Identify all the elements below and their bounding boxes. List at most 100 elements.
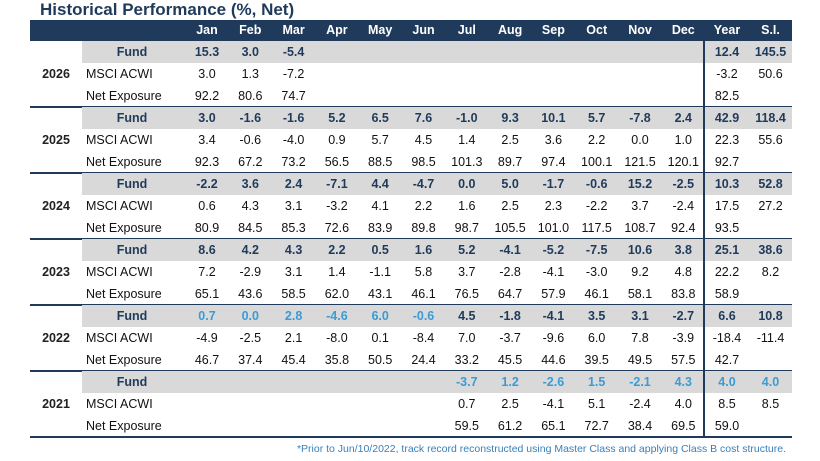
cell: 3.7 bbox=[458, 265, 476, 279]
cell: 1.2 bbox=[501, 375, 519, 389]
row-shade bbox=[82, 107, 792, 129]
cell: 3.5 bbox=[587, 309, 606, 323]
cell: 98.5 bbox=[411, 155, 436, 169]
cell: 6.0 bbox=[371, 309, 389, 323]
cell: 3.0 bbox=[198, 67, 216, 81]
cell: 1.0 bbox=[674, 133, 692, 147]
cell: -1.1 bbox=[369, 265, 391, 279]
cell: 83.9 bbox=[368, 221, 393, 235]
cell: 89.8 bbox=[411, 221, 436, 235]
cell: 93.5 bbox=[714, 221, 740, 235]
row-label: MSCI ACWI bbox=[86, 397, 153, 411]
cell: 38.4 bbox=[627, 419, 653, 433]
cell: -3.2 bbox=[716, 67, 738, 81]
cell: 4.0 bbox=[674, 397, 692, 411]
cell: 80.9 bbox=[194, 221, 220, 235]
cell: 50.6 bbox=[758, 67, 783, 81]
cell: 145.5 bbox=[754, 45, 787, 59]
cell: 37.4 bbox=[238, 353, 263, 367]
column-header: Jun bbox=[412, 23, 435, 37]
cell: 59.0 bbox=[714, 419, 740, 433]
row-shade bbox=[82, 41, 792, 63]
column-header: May bbox=[368, 23, 393, 37]
cell: 121.5 bbox=[624, 155, 656, 169]
row-label: Net Exposure bbox=[86, 353, 162, 367]
footnote: *Prior to Jun/10/2022, track record reco… bbox=[296, 443, 786, 455]
cell: -1.6 bbox=[239, 111, 262, 125]
cell: 58.5 bbox=[281, 287, 306, 301]
cell: 0.9 bbox=[328, 133, 346, 147]
column-header: Nov bbox=[628, 23, 652, 37]
column-header: Dec bbox=[671, 23, 695, 37]
cell: 69.5 bbox=[671, 419, 696, 433]
cell: 0.6 bbox=[198, 199, 216, 213]
cell: 42.7 bbox=[714, 353, 740, 367]
cell: 74.7 bbox=[281, 89, 306, 103]
cell: 0.7 bbox=[458, 397, 476, 411]
cell: 3.6 bbox=[544, 133, 563, 147]
cell: 101.0 bbox=[537, 221, 570, 235]
cell: 3.4 bbox=[198, 133, 216, 147]
cell: 50.5 bbox=[368, 353, 393, 367]
cell: 5.0 bbox=[501, 177, 519, 191]
row-label: Net Exposure bbox=[86, 89, 162, 103]
cell: -8.4 bbox=[412, 331, 435, 345]
year-label: 2022 bbox=[42, 331, 70, 345]
column-header: Jan bbox=[196, 23, 218, 37]
cell: 3.0 bbox=[198, 111, 216, 125]
cell: -4.6 bbox=[326, 309, 348, 323]
cell: 46.1 bbox=[584, 287, 609, 301]
cell: 2.8 bbox=[284, 309, 303, 323]
cell: 3.1 bbox=[284, 265, 303, 279]
column-header: Aug bbox=[497, 23, 523, 37]
cell: -5.4 bbox=[282, 45, 305, 59]
cell: 43.6 bbox=[238, 287, 263, 301]
cell: 4.3 bbox=[284, 243, 303, 257]
row-shade bbox=[82, 305, 792, 327]
cell: 6.5 bbox=[371, 111, 389, 125]
cell: 3.1 bbox=[631, 309, 649, 323]
cell: -1.8 bbox=[499, 309, 521, 323]
cell: 27.2 bbox=[758, 199, 783, 213]
cell: 4.3 bbox=[241, 199, 259, 213]
cell: 42.9 bbox=[714, 111, 740, 125]
cell: 12.4 bbox=[714, 45, 740, 59]
column-header: Feb bbox=[239, 23, 262, 37]
cell: -2.8 bbox=[499, 265, 521, 279]
cell: 2.5 bbox=[501, 397, 519, 411]
cell: 2.5 bbox=[501, 199, 519, 213]
row-label: Net Exposure bbox=[86, 221, 162, 235]
column-header: Year bbox=[713, 23, 741, 37]
row-shade bbox=[82, 371, 792, 393]
cell: -3.7 bbox=[499, 331, 521, 345]
cell: 10.1 bbox=[541, 111, 566, 125]
cell: -7.2 bbox=[282, 67, 305, 81]
cell: 1.6 bbox=[458, 199, 476, 213]
cell: 1.3 bbox=[241, 67, 259, 81]
cell: 88.5 bbox=[368, 155, 393, 169]
cell: 92.3 bbox=[194, 155, 220, 169]
cell: 0.5 bbox=[371, 243, 389, 257]
cell: 73.2 bbox=[281, 155, 306, 169]
cell: 64.7 bbox=[497, 287, 523, 301]
cell: 57.5 bbox=[671, 353, 696, 367]
cell: 100.1 bbox=[581, 155, 613, 169]
cell: 3.8 bbox=[674, 243, 692, 257]
cell: 3.7 bbox=[631, 199, 649, 213]
year-label: 2025 bbox=[42, 133, 70, 147]
cell: 22.3 bbox=[714, 133, 740, 147]
cell: 4.0 bbox=[761, 375, 780, 389]
column-divider bbox=[703, 20, 705, 437]
cell: 33.2 bbox=[454, 353, 479, 367]
cell: 4.4 bbox=[371, 177, 389, 191]
column-header: Sep bbox=[541, 23, 565, 37]
cell: 35.8 bbox=[324, 353, 350, 367]
fund-label: Fund bbox=[116, 111, 148, 125]
cell: 45.5 bbox=[497, 353, 523, 367]
cell: 22.2 bbox=[714, 265, 740, 279]
cell: 3.1 bbox=[284, 199, 303, 213]
cell: -8.0 bbox=[326, 331, 348, 345]
cell: -2.6 bbox=[542, 375, 565, 389]
cell: 56.5 bbox=[324, 155, 350, 169]
